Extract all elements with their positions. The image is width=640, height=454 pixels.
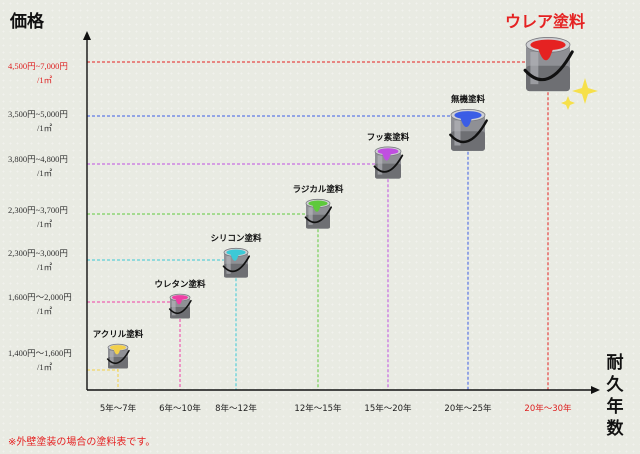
y-tick-unit: /1㎡ bbox=[37, 75, 53, 85]
y-tick-price: 3,500円~5,000円 bbox=[8, 109, 68, 119]
y-tick-label: 2,300円~3,700円/1㎡ bbox=[8, 203, 68, 231]
sparkle-icon bbox=[561, 78, 598, 110]
y-tick-price: 2,300円~3,000円 bbox=[8, 248, 68, 258]
paint-cans bbox=[106, 37, 574, 369]
y-tick-label: 3,800円~4,800円/1㎡ bbox=[8, 152, 68, 180]
y-tick-unit: /1㎡ bbox=[37, 262, 53, 272]
paint-can-icon bbox=[106, 343, 130, 369]
y-tick-price: 3,800円~4,800円 bbox=[8, 154, 68, 164]
x-tick-label: 20年〜30年 bbox=[524, 404, 572, 414]
y-tick-price: 1,400円〜1,600円 bbox=[8, 348, 72, 358]
paint-name-label: 無機塗料 bbox=[450, 95, 485, 106]
paint-can-icon bbox=[304, 198, 333, 229]
x-axis-title: 耐久年数 bbox=[606, 353, 624, 439]
y-tick-unit: /1㎡ bbox=[37, 362, 53, 372]
guide-lines bbox=[87, 61, 549, 390]
footnote: ※外壁塗装の場合の塗料表です。 bbox=[8, 437, 156, 448]
x-tick-label: 15年〜20年 bbox=[364, 404, 412, 414]
paint-name-label: フッ素塗料 bbox=[366, 132, 410, 143]
y-tick-price: 2,300円~3,700円 bbox=[8, 205, 68, 215]
x-axis-arrow bbox=[591, 386, 600, 394]
paint-can-icon bbox=[168, 293, 192, 319]
y-tick-label: 2,300円~3,000円/1㎡ bbox=[8, 246, 68, 274]
y-axis-arrow bbox=[83, 31, 91, 40]
y-tick-unit: /1㎡ bbox=[37, 168, 53, 178]
paint-name-label: アクリル塗料 bbox=[92, 330, 144, 341]
x-tick-label: 6年〜10年 bbox=[159, 404, 201, 414]
paint-can-icon bbox=[222, 247, 251, 278]
x-tick-label: 20年〜25年 bbox=[444, 404, 492, 414]
y-tick-price: 4,500円~7,000円 bbox=[8, 61, 68, 71]
paint-can-icon bbox=[523, 37, 574, 92]
x-tick-label: 12年〜15年 bbox=[294, 404, 342, 414]
y-axis-title: 価格 bbox=[10, 12, 44, 32]
y-tick-label: 1,400円〜1,600円/1㎡ bbox=[8, 346, 72, 374]
y-tick-label: 1,600円〜2,000円/1㎡ bbox=[8, 290, 72, 318]
axes bbox=[83, 31, 600, 394]
paint-name-label: シリコン塗料 bbox=[210, 234, 262, 245]
paint-can-icon bbox=[373, 146, 404, 179]
y-tick-unit: /1㎡ bbox=[37, 219, 53, 229]
y-tick-label: 3,500円~5,000円/1㎡ bbox=[8, 107, 68, 135]
y-tick-unit: /1㎡ bbox=[37, 306, 53, 316]
paint-name-label: ウレタン塗料 bbox=[154, 280, 206, 291]
x-tick-label: 8年〜12年 bbox=[215, 404, 257, 414]
y-tick-price: 1,600円〜2,000円 bbox=[8, 292, 72, 302]
highlight-title: ウレア塗料 bbox=[505, 12, 586, 31]
paint-name-label: ラジカル塗料 bbox=[292, 185, 344, 196]
y-tick-unit: /1㎡ bbox=[37, 123, 53, 133]
x-tick-label: 5年〜7年 bbox=[99, 404, 137, 414]
paint-can-icon bbox=[449, 108, 488, 151]
y-tick-label: 4,500円~7,000円/1㎡ bbox=[8, 59, 68, 87]
